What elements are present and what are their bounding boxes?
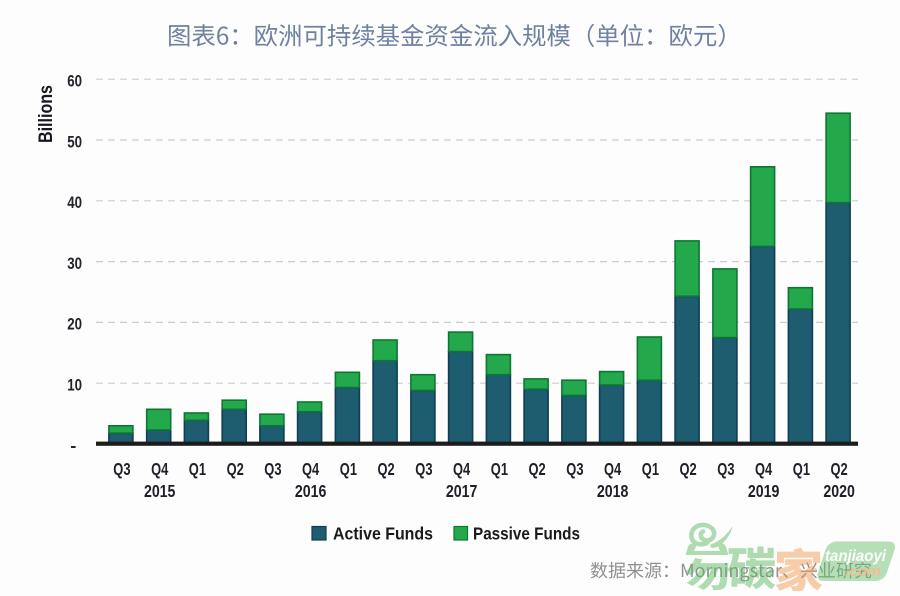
svg-text:Passive Funds: Passive Funds [473,524,580,544]
svg-text:Q1: Q1 [340,459,357,479]
svg-text:Q2: Q2 [529,459,546,479]
svg-text:Q2: Q2 [378,459,395,479]
svg-text:Q3: Q3 [566,459,583,479]
svg-text:Q3: Q3 [264,459,281,479]
svg-text:Q1: Q1 [491,459,508,479]
svg-text:2018: 2018 [597,481,629,501]
svg-text:20: 20 [67,315,82,334]
svg-text:50: 50 [67,132,82,151]
svg-text:30: 30 [67,254,82,273]
svg-text:Billions: Billions [36,85,57,143]
svg-text:Q1: Q1 [642,459,659,479]
svg-text:Q3: Q3 [717,459,734,479]
svg-text:Q4: Q4 [604,459,621,479]
svg-text:Q2: Q2 [831,459,848,479]
svg-text:Q1: Q1 [189,459,206,479]
svg-text:tanjiaoyi: tanjiaoyi [825,548,887,565]
svg-text:Q2: Q2 [680,459,697,479]
svg-text:2015: 2015 [144,481,176,501]
svg-text:Q4: Q4 [151,459,168,479]
svg-text:Q2: Q2 [227,459,244,479]
svg-text:Q1: Q1 [793,459,810,479]
svg-text:2016: 2016 [295,481,327,501]
svg-text:Q4: Q4 [302,459,319,479]
svg-text:.com: .com [845,563,881,580]
svg-text:Q4: Q4 [453,459,470,479]
svg-text:Active Funds: Active Funds [333,524,433,544]
svg-text:10: 10 [67,376,82,395]
svg-text:2020: 2020 [823,481,855,501]
svg-text:60: 60 [67,72,82,91]
svg-text:Q3: Q3 [113,459,130,479]
svg-text:Q4: Q4 [755,459,772,479]
svg-text:2019: 2019 [748,481,780,501]
svg-text:2017: 2017 [446,481,478,501]
svg-text:Q3: Q3 [415,459,432,479]
svg-text:40: 40 [67,193,82,212]
